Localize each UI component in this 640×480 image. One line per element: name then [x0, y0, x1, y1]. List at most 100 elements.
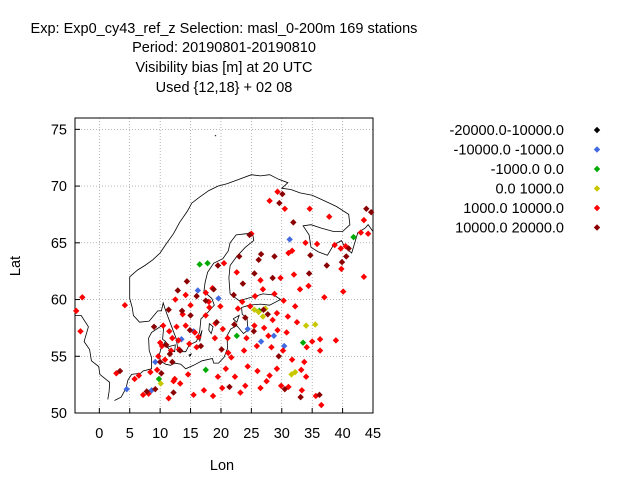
station-marker-series-6	[186, 326, 194, 334]
station-marker-series-3	[233, 332, 240, 340]
station-marker-series-5	[239, 298, 246, 306]
x-tick-label: 0	[95, 426, 103, 442]
chart-title-line-4: Used {12,18} + 02 08	[155, 80, 293, 96]
station-marker-series-6	[143, 388, 150, 395]
station-marker-series-5	[277, 274, 284, 282]
station-marker-series-2	[244, 325, 251, 333]
station-marker-series-5	[259, 286, 267, 293]
station-marker-series-6	[276, 199, 283, 207]
station-marker-series-5	[321, 294, 328, 301]
station-marker-series-6	[156, 358, 164, 366]
station-marker-series-5	[166, 328, 173, 335]
station-marker-series-5	[298, 387, 306, 394]
station-marker-series-5	[73, 307, 80, 315]
station-marker-series-6	[305, 270, 313, 277]
station-marker-series-6	[257, 250, 265, 258]
station-marker-series-5	[277, 382, 285, 389]
station-marker-series-5	[288, 356, 296, 363]
y-tick-label: 60	[51, 293, 67, 309]
station-marker-series-5	[274, 188, 281, 195]
station-marker-series-3	[196, 261, 203, 268]
station-marker-series-5	[269, 316, 276, 324]
station-marker-series-6	[187, 312, 194, 319]
legend-marker	[593, 204, 601, 212]
station-marker-series-6	[236, 253, 243, 260]
station-marker-series-5	[182, 322, 189, 329]
station-marker-series-6	[250, 328, 257, 335]
station-marker-series-5	[338, 265, 345, 273]
station-marker-series-5	[218, 384, 226, 392]
station-marker-series-4	[302, 322, 310, 329]
station-marker-series-5	[202, 289, 209, 296]
station-marker-series-6	[230, 291, 237, 299]
station-marker-series-3	[202, 366, 209, 374]
station-marker-series-5	[357, 229, 365, 236]
legend-label: -20000.0-10000.0	[450, 123, 565, 139]
station-marker-series-2	[215, 295, 222, 302]
station-marker-series-6	[343, 253, 350, 260]
station-marker-series-6	[239, 280, 247, 287]
station-marker-series-6	[174, 287, 181, 294]
station-marker-series-5	[340, 288, 347, 295]
station-marker-series-6	[264, 311, 271, 318]
station-marker-series-6	[150, 323, 158, 330]
station-marker-series-5	[293, 319, 301, 326]
station-marker-series-5	[169, 334, 176, 342]
station-marker-series-5	[177, 380, 184, 387]
station-marker-series-3	[350, 233, 357, 241]
station-marker-series-5	[182, 291, 189, 299]
station-marker-series-4	[255, 308, 262, 316]
station-marker-series-5	[131, 375, 138, 383]
station-marker-series-6	[214, 262, 222, 269]
station-marker-series-5	[228, 354, 235, 361]
station-marker-series-5	[171, 375, 178, 383]
station-marker-series-5	[288, 247, 296, 254]
station-marker-series-6	[242, 314, 249, 321]
station-marker-series-5	[224, 334, 231, 342]
station-marker-series-5	[246, 303, 254, 310]
station-marker-series-6	[297, 393, 304, 401]
station-marker-series-5	[301, 358, 308, 366]
x-axis-label: Lon	[210, 458, 234, 474]
station-marker-series-5	[217, 303, 224, 310]
station-marker-series-5	[318, 401, 325, 409]
station-marker-series-2	[286, 236, 293, 243]
station-marker-series-5	[175, 337, 182, 344]
station-marker-series-6	[316, 391, 323, 399]
station-marker-series-6	[307, 252, 314, 259]
station-marker-series-5	[273, 365, 281, 372]
station-marker-series-5	[308, 338, 316, 345]
station-marker-series-5	[257, 384, 264, 392]
station-marker-series-5	[156, 339, 164, 346]
x-tick-label: 40	[335, 426, 351, 442]
station-marker-series-5	[186, 340, 193, 347]
station-marker-series-5	[200, 387, 208, 394]
chart-title-line-3: Visibility bias [m] at 20 UTC	[135, 60, 313, 76]
x-tick-label: 5	[126, 426, 134, 442]
station-marker-series-5	[313, 240, 321, 248]
station-marker-series-6	[213, 319, 220, 326]
station-marker-series-6	[210, 286, 217, 293]
station-marker-series-5	[285, 249, 292, 257]
station-marker-series-6	[226, 383, 233, 391]
station-marker-series-5	[135, 372, 143, 379]
station-marker-series-5	[139, 391, 147, 399]
station-marker-series-5	[184, 371, 192, 378]
station-marker-series-5	[296, 286, 304, 293]
station-marker-series-6	[178, 307, 186, 315]
station-marker-series-5	[291, 303, 299, 310]
legend-marker	[593, 146, 601, 153]
station-marker-series-5	[266, 372, 273, 379]
station-marker-series-5	[284, 313, 292, 320]
legend-label: -1000.0 0.0	[491, 162, 564, 178]
station-marker-series-5	[302, 239, 309, 247]
station-marker-series-5	[251, 322, 258, 329]
legend-label: 1000.0 10000.0	[463, 201, 564, 217]
station-marker-series-6	[255, 256, 262, 264]
station-marker-series-5	[268, 343, 275, 351]
station-marker-series-5	[77, 328, 84, 335]
legend-label: 10000.0 20000.0	[455, 221, 564, 237]
station-marker-series-5	[316, 347, 324, 354]
station-marker-series-4	[157, 380, 164, 387]
station-marker-series-4	[291, 368, 299, 376]
